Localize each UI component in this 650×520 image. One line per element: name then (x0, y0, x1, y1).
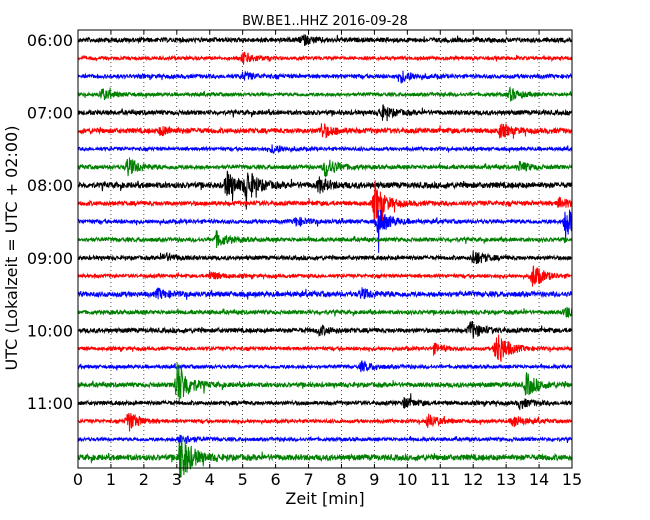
trace-0830 (77, 209, 573, 253)
x-tick-label: 5 (238, 470, 248, 489)
x-tick-label: 11 (430, 470, 450, 489)
x-tick-label: 1 (106, 470, 116, 489)
trace-0815 (77, 180, 573, 224)
ticks: 0 1 2 3 4 5 6 7 8 9 10 11 12 13 14 1506:0007:0008:0009:… (27, 30, 582, 489)
trace-0615 (77, 51, 573, 65)
trace-0930 (77, 287, 573, 300)
trace-1000 (77, 320, 573, 339)
plot-frame (77, 29, 573, 469)
trace-1115 (77, 412, 573, 432)
x-tick-label: 6 (271, 470, 281, 489)
trace-0730 (77, 144, 573, 155)
y-tick-label: 11:00 (27, 394, 73, 413)
trace-0845 (77, 230, 573, 248)
x-tick-label: 14 (529, 470, 549, 489)
y-tick-label: 07:00 (27, 104, 73, 123)
trace-0915 (77, 265, 573, 287)
x-tick-label: 3 (172, 470, 182, 489)
x-tick-label: 9 (369, 470, 379, 489)
x-tick-label: 0 (73, 470, 83, 489)
trace-0945 (77, 306, 573, 318)
trace-0700 (77, 104, 573, 122)
y-tick-label: 08:00 (27, 176, 73, 195)
x-tick-label: 15 (562, 470, 582, 489)
x-axis-label: Zeit [min] (285, 489, 364, 508)
trace-1045 (77, 362, 573, 402)
trace-1130 (77, 434, 573, 445)
x-tick-label: 2 (139, 470, 149, 489)
trace-1100 (77, 393, 573, 411)
trace-0715 (77, 123, 573, 139)
x-tick-label: 4 (205, 470, 215, 489)
x-tick-label: 12 (463, 470, 483, 489)
trace-0645 (77, 86, 573, 102)
trace-0800 (77, 170, 573, 210)
trace-1030 (77, 360, 573, 373)
trace-1015 (77, 334, 573, 362)
chart-title: BW.BE1..HHZ 2016-09-28 (242, 14, 408, 29)
trace-0745 (77, 157, 573, 178)
traces (77, 34, 573, 478)
trace-0630 (77, 70, 573, 84)
x-tick-label: 13 (496, 470, 516, 489)
x-tick-label: 8 (336, 470, 346, 489)
x-tick-label: 7 (303, 470, 313, 489)
trace-0600 (77, 34, 573, 47)
trace-0900 (77, 250, 573, 264)
x-tick-label: 10 (397, 470, 417, 489)
trace-1145 (77, 435, 573, 478)
y-tick-label: 06:00 (27, 31, 73, 50)
y-tick-label: 09:00 (27, 249, 73, 268)
y-axis-label: UTC (Lokalzeit = UTC + 02:00) (2, 126, 21, 371)
y-tick-label: 10:00 (27, 321, 73, 340)
